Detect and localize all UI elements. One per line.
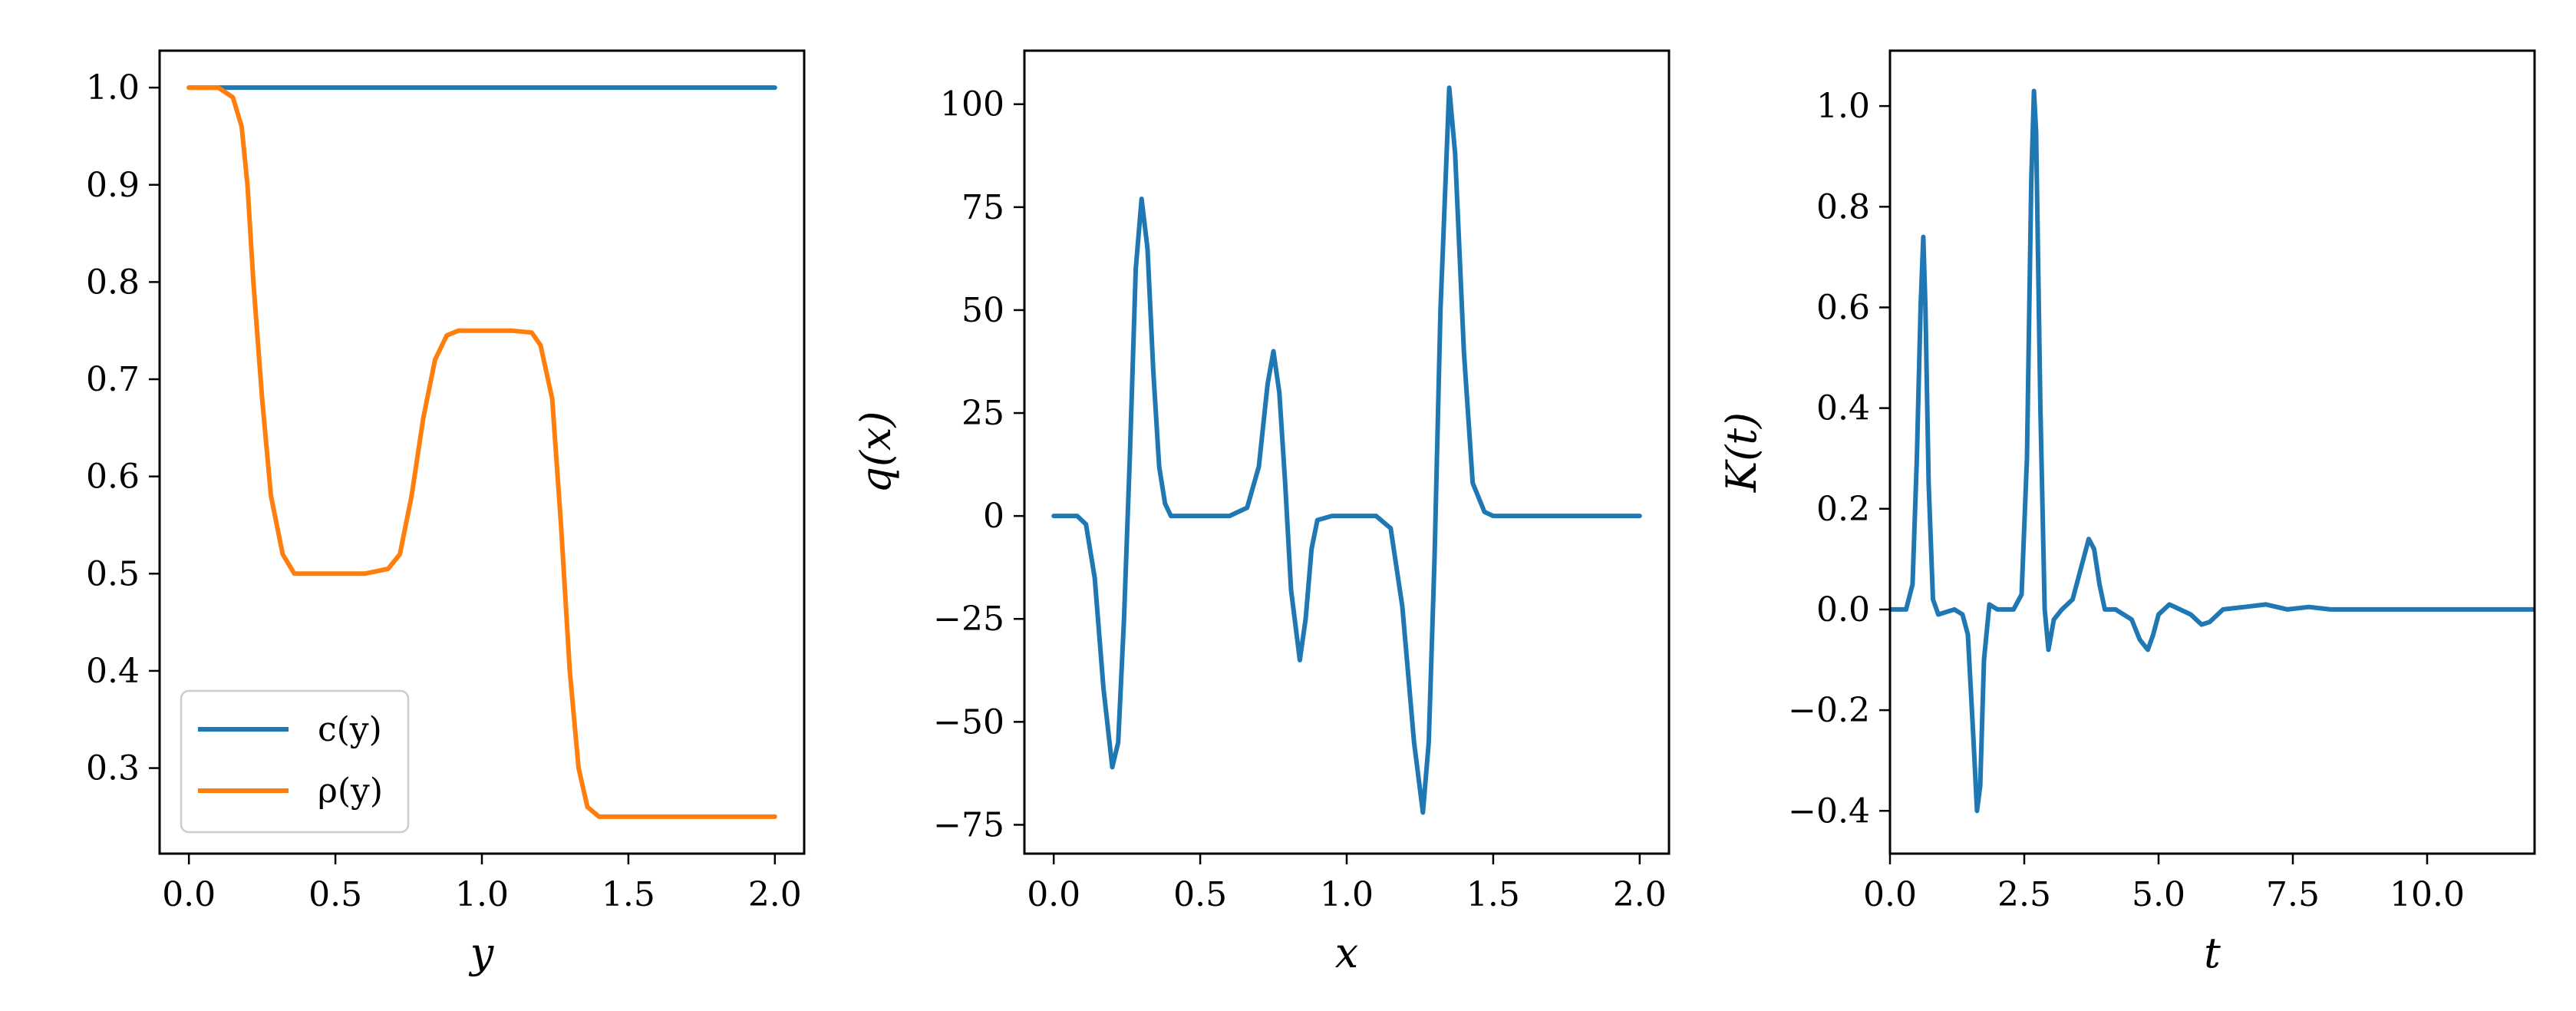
y-tick-label: 0.7	[86, 360, 140, 399]
y-tick-label: −0.2	[1788, 691, 1870, 730]
y-tick-label: 0.2	[1816, 490, 1870, 529]
axes-frame	[1888, 49, 2536, 855]
y-tick-label: 0.4	[1816, 389, 1870, 428]
y-tick-label: 0.4	[86, 652, 140, 691]
x-tick-label: 0.0	[162, 875, 216, 914]
x-tick-label: 1.5	[1466, 875, 1520, 914]
y-tick-label: 0	[983, 497, 1004, 536]
legend-entry-c: c(y)	[318, 710, 382, 749]
x-tick-label: 2.0	[1613, 875, 1667, 914]
panel-kernel-k: 0.0 2.5 5.0 7.5 10.0 −0.4 −0.2 0.0 0.2 0.4 0.6 0.8 1…	[1717, 49, 2536, 977]
y-tick-label: 25	[961, 394, 1004, 433]
x-axis-label: t	[2204, 929, 2221, 977]
x-tick-label: 5.0	[2132, 875, 2185, 914]
legend-frame	[180, 689, 410, 834]
legend-entry-rho: ρ(y)	[318, 771, 383, 811]
x-tick-label: 2.5	[1997, 875, 2051, 914]
x-tick-label: 7.5	[2266, 875, 2320, 914]
x-tick-label: 1.5	[602, 875, 655, 914]
axis-ticks: 0.0 0.5 1.0 1.5 2.0 0.3 0.4 0.5 0.6 0.7 0.8 0.9 1.0	[86, 68, 802, 914]
y-tick-label: 0.5	[86, 554, 140, 593]
panel-source-q: 0.0 0.5 1.0 1.5 2.0 −75 −50 −25 0 25 50 75 100 x q(x…	[852, 49, 1671, 977]
y-tick-label: −0.4	[1788, 791, 1870, 831]
y-tick-label: 1.0	[86, 68, 140, 107]
y-tick-label: 50	[961, 291, 1004, 330]
y-tick-label: −50	[933, 702, 1004, 742]
x-tick-label: 1.0	[1320, 875, 1374, 914]
y-axis-label: K(t)	[1717, 412, 1766, 493]
axis-ticks: 0.0 0.5 1.0 1.5 2.0 −75 −50 −25 0 25 50 75 100	[933, 85, 1667, 914]
y-tick-label: −75	[933, 805, 1004, 844]
x-tick-label: 2.0	[748, 875, 802, 914]
x-tick-label: 0.5	[1173, 875, 1227, 914]
y-tick-label: −25	[933, 600, 1004, 639]
y-tick-label: 100	[940, 85, 1004, 124]
x-tick-label: 0.0	[1863, 875, 1917, 914]
y-tick-label: 0.3	[86, 749, 140, 788]
y-tick-label: 0.8	[1816, 187, 1870, 226]
x-axis-label: x	[1335, 929, 1358, 977]
y-axis-label: q(x)	[852, 411, 900, 493]
y-tick-label: 0.0	[1816, 590, 1870, 629]
x-tick-label: 0.0	[1027, 875, 1080, 914]
axis-ticks: 0.0 2.5 5.0 7.5 10.0 −0.4 −0.2 0.0 0.2 0.4 0.6 0.8 1…	[1788, 87, 2465, 914]
y-tick-label: 75	[961, 188, 1004, 227]
y-tick-label: 0.9	[86, 166, 140, 205]
x-tick-label: 1.0	[455, 875, 509, 914]
plot-area	[1888, 49, 2536, 855]
panel-density-wave-speed: 0.0 0.5 1.0 1.5 2.00.30.40.50.60.70.80.91.0 …	[86, 49, 806, 977]
x-tick-label: 0.5	[308, 875, 362, 914]
y-tick-label: 0.6	[1816, 288, 1870, 327]
x-tick-label: 10.0	[2390, 875, 2465, 914]
x-axis-label: y	[469, 929, 495, 977]
series-line-s0	[1051, 85, 1642, 815]
y-tick-label: 0.6	[86, 458, 140, 497]
legend: c(y) ρ(y)	[180, 689, 410, 834]
y-tick-label: 1.0	[1816, 87, 1870, 126]
y-tick-label: 0.8	[86, 263, 140, 302]
series-line-y	[186, 85, 777, 819]
series-line-s0	[1890, 88, 2535, 814]
